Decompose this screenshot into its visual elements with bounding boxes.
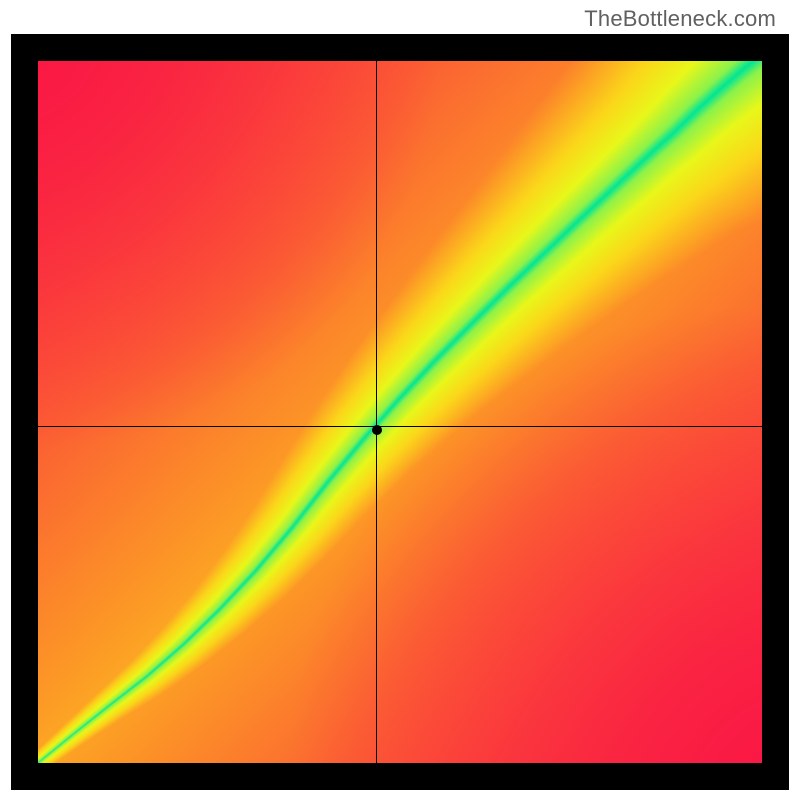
crosshair-vertical xyxy=(376,61,377,763)
crosshair-horizontal xyxy=(38,426,762,427)
chart-container: TheBottleneck.com xyxy=(0,0,800,800)
marker-dot xyxy=(372,425,382,435)
heatmap-canvas xyxy=(38,61,762,763)
watermark-text: TheBottleneck.com xyxy=(584,6,776,32)
